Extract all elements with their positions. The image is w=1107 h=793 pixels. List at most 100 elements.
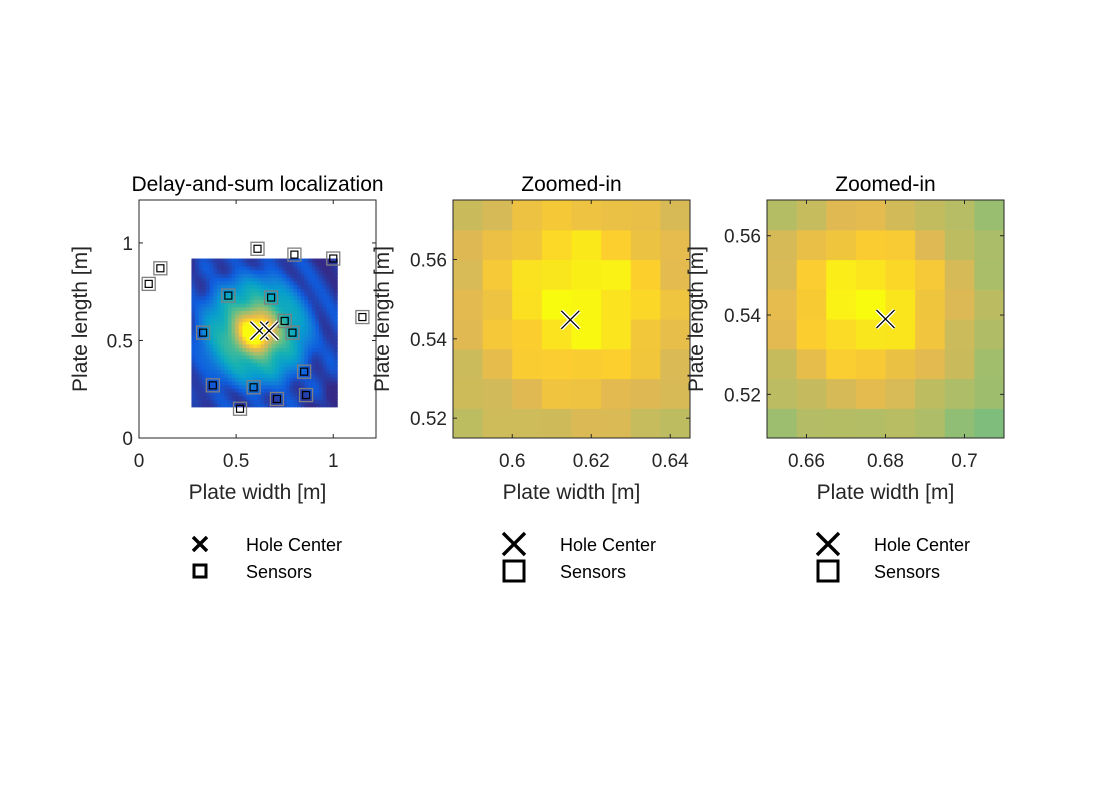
heatmap-cell (224, 303, 229, 308)
heatmap-cell (209, 288, 214, 293)
heatmap-cell (315, 314, 320, 319)
heatmap-cell (191, 299, 196, 304)
heatmap-cell (242, 358, 247, 363)
heatmap-cell (293, 358, 298, 363)
heatmap-cell (191, 336, 196, 341)
heatmap-cell (289, 262, 295, 267)
heatmap-cell (289, 343, 295, 349)
heatmap-cell (326, 351, 331, 356)
legend-hole-center-icon (501, 531, 527, 557)
heatmap-cell (322, 343, 327, 349)
heatmap-cell (257, 377, 262, 382)
heatmap-cell (195, 380, 200, 386)
heatmap-cell (242, 351, 247, 356)
heatmap-cell (224, 332, 229, 337)
sensor-marker (141, 276, 156, 292)
heatmap-cell (238, 328, 244, 334)
heatmap-cell (308, 354, 313, 360)
heatmap-cell (264, 273, 269, 278)
heatmap-cell (275, 310, 280, 315)
heatmap-cell (601, 319, 632, 350)
heatmap (453, 200, 690, 438)
heatmap-cell (227, 332, 233, 337)
heatmap-cell (198, 399, 203, 404)
heatmap-cell (213, 399, 218, 404)
heatmap-cell (206, 384, 211, 389)
heatmap-cell (855, 229, 887, 261)
heatmap-cell (235, 351, 240, 356)
heatmap-cell (311, 284, 316, 289)
heatmap-cell (202, 399, 207, 404)
legend-label-hole-center: Hole Center (560, 535, 656, 555)
heatmap-cell (227, 403, 233, 408)
heatmap-cell (264, 288, 269, 293)
heatmap-cell (198, 269, 203, 274)
heatmap-cell (286, 403, 291, 408)
heatmap-cell (304, 325, 309, 330)
heatmap-cell (304, 388, 309, 393)
heatmap-cell (333, 321, 338, 326)
heatmap-cell (264, 388, 269, 393)
heatmap-cell (202, 340, 207, 345)
heatmap-cell (246, 369, 251, 375)
heatmap-cell (253, 377, 258, 382)
heatmap-cell (235, 258, 240, 263)
heatmap-cell (231, 366, 236, 371)
x-tick-label: 0.68 (867, 451, 904, 472)
heatmap-cell (318, 284, 324, 289)
heatmap-cell (300, 380, 305, 386)
heatmap-cell (333, 395, 338, 400)
heatmap-cell (260, 295, 265, 300)
heatmap-cell (282, 317, 287, 323)
heatmap-cell (242, 295, 247, 300)
heatmap-cell (326, 354, 331, 360)
heatmap-cell (260, 284, 265, 289)
heatmap-cell (198, 347, 203, 352)
heatmap-cell (246, 306, 251, 312)
heatmap-cell (271, 358, 276, 363)
heatmap-cell (195, 291, 200, 297)
heatmap-cell (315, 388, 320, 393)
heatmap-cell (264, 310, 269, 315)
heatmap-cell (191, 284, 196, 289)
heatmap-cell (308, 347, 313, 352)
heatmap-cell (318, 388, 324, 393)
heatmap-cell (304, 377, 309, 382)
heatmap-cell (220, 295, 225, 300)
heatmap-cell (191, 358, 196, 363)
heatmap-cell (216, 306, 222, 312)
heatmap-cell (286, 384, 291, 389)
heatmap-cell (278, 280, 284, 286)
heatmap-cell (231, 321, 236, 326)
heatmap-cell (326, 303, 331, 308)
heatmap-cell (235, 295, 240, 300)
heatmap-cell (249, 306, 254, 312)
heatmap-cell (213, 314, 218, 319)
heatmap-cell (300, 314, 305, 319)
heatmap-cell (278, 314, 284, 319)
heatmap-cell (308, 321, 313, 326)
heatmap-cell (329, 351, 335, 356)
heatmap-cell (267, 369, 273, 375)
heatmap-cell (315, 380, 320, 386)
heatmap-cell (202, 314, 207, 319)
heatmap-cell (246, 373, 251, 378)
heatmap-cell (249, 303, 254, 308)
heatmap-cell (257, 288, 262, 293)
heatmap-cell (308, 273, 313, 278)
heatmap-cell (264, 340, 269, 345)
heatmap-cell (267, 321, 273, 326)
heatmap (191, 258, 338, 408)
heatmap-cell (275, 380, 280, 386)
heatmap-cell (227, 343, 233, 349)
heatmap-cell (300, 321, 305, 326)
heatmap-cell (206, 258, 211, 263)
heatmap-cell (278, 262, 284, 267)
hole-center-marker (875, 308, 896, 330)
heatmap-cell (289, 377, 295, 382)
heatmap-cell (260, 328, 265, 334)
heatmap-cell (300, 310, 305, 315)
heatmap-cell (329, 377, 335, 382)
heatmap-cell (275, 306, 280, 312)
heatmap-cell (227, 321, 233, 326)
